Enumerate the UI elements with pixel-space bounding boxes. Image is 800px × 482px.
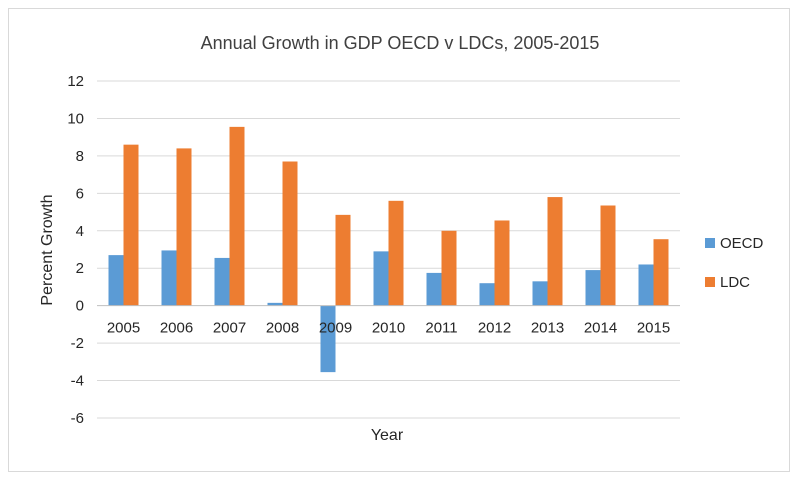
bar-oecd-2008 bbox=[267, 302, 283, 306]
x-tick-label: 2010 bbox=[372, 320, 405, 337]
bar-oecd-2013 bbox=[532, 281, 548, 306]
x-tick-label: 2009 bbox=[319, 320, 352, 337]
y-tick-label: 4 bbox=[76, 223, 84, 240]
bar-ldc-2015 bbox=[653, 239, 669, 306]
bar-ldc-2009 bbox=[335, 214, 351, 306]
y-tick-label: -2 bbox=[71, 335, 84, 352]
bar-ldc-2013 bbox=[547, 197, 563, 306]
bar-ldc-2010 bbox=[388, 200, 404, 306]
x-tick-label: 2005 bbox=[107, 320, 140, 337]
bar-oecd-2009 bbox=[320, 305, 336, 373]
x-tick-label: 2014 bbox=[584, 320, 617, 337]
x-axis-ticks: 2005 2006 2007 2008 2009 2010 2011 2012 2013 2014… bbox=[107, 320, 670, 337]
legend: OECD LDC bbox=[705, 235, 764, 291]
y-tick-label: 12 bbox=[67, 73, 84, 90]
bar-ldc-2012 bbox=[494, 220, 510, 306]
bar-ldc-2014 bbox=[600, 205, 616, 306]
y-tick-label: 0 bbox=[76, 298, 84, 315]
x-tick-label: 2011 bbox=[425, 320, 457, 337]
y-tick-label: 6 bbox=[76, 185, 84, 202]
y-tick-label: -6 bbox=[71, 410, 84, 427]
bar-oecd-2014 bbox=[585, 270, 601, 306]
x-axis-title: Year bbox=[371, 427, 404, 444]
bar-oecd-2007 bbox=[214, 257, 230, 306]
y-tick-label: -4 bbox=[71, 373, 84, 390]
legend-label-ldc: LDC bbox=[720, 274, 750, 291]
bar-oecd-2010 bbox=[373, 251, 389, 306]
bar-oecd-2006 bbox=[161, 250, 177, 306]
x-tick-label: 2006 bbox=[160, 320, 193, 337]
bar-oecd-2011 bbox=[426, 272, 442, 306]
y-tick-label: 10 bbox=[67, 110, 84, 127]
bar-ldc-2011 bbox=[441, 230, 457, 306]
x-tick-label: 2007 bbox=[213, 320, 246, 337]
legend-swatch-oecd bbox=[705, 238, 715, 248]
y-tick-label: 8 bbox=[76, 148, 84, 165]
legend-label-oecd: OECD bbox=[720, 235, 764, 252]
y-axis-title: Percent Growth bbox=[39, 194, 56, 305]
legend-swatch-ldc bbox=[705, 277, 715, 287]
bars bbox=[108, 126, 669, 373]
bar-oecd-2005 bbox=[108, 255, 124, 306]
bar-ldc-2005 bbox=[123, 144, 139, 306]
bar-oecd-2015 bbox=[638, 264, 654, 306]
chart-title: Annual Growth in GDP OECD v LDCs, 2005-2… bbox=[201, 33, 600, 53]
bar-ldc-2006 bbox=[176, 148, 192, 306]
x-tick-label: 2012 bbox=[478, 320, 511, 337]
x-tick-label: 2013 bbox=[531, 320, 564, 337]
x-tick-label: 2015 bbox=[637, 320, 670, 337]
bar-ldc-2008 bbox=[282, 161, 298, 306]
bar-ldc-2007 bbox=[229, 126, 245, 306]
y-tick-label: 2 bbox=[76, 260, 84, 277]
bar-oecd-2012 bbox=[479, 283, 495, 306]
x-tick-label: 2008 bbox=[266, 320, 299, 337]
y-axis-ticks: 12 10 8 6 4 2 0 -2 -4 -6 bbox=[67, 73, 84, 427]
